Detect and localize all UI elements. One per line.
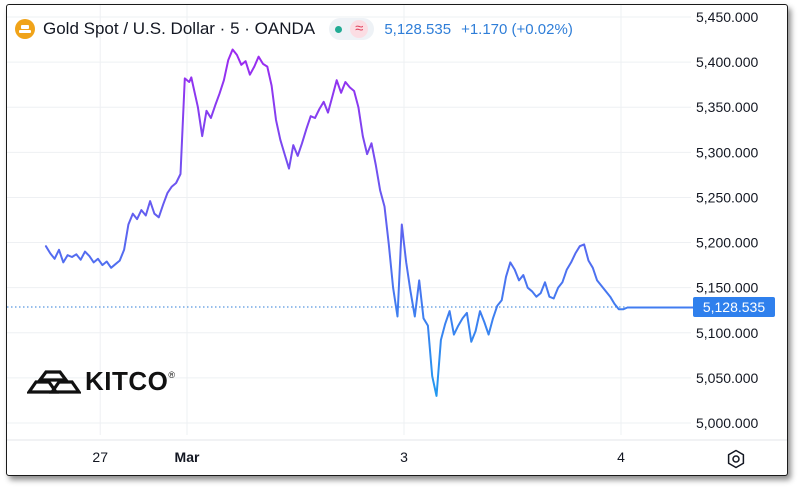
y-tick-label: 5,100.000 (696, 325, 758, 341)
header-price: 5,128.535 (384, 20, 452, 38)
gold-bar-coin-icon[interactable] (15, 19, 35, 39)
y-tick-label: 5,350.000 (696, 99, 758, 115)
y-tick-label: 5,150.000 (696, 280, 758, 296)
gold-bars-logo-icon (27, 370, 81, 394)
last-price-tag-label: 5,128.535 (703, 299, 765, 315)
grid (7, 5, 691, 435)
x-tick-label: Mar (175, 449, 200, 465)
gold-price-line (44, 48, 766, 397)
market-open-dot (335, 25, 343, 33)
series-layer (44, 48, 766, 397)
y-tick-label: 5,000.000 (696, 415, 758, 431)
y-tick-label: 5,200.000 (696, 235, 758, 251)
wave-icon[interactable]: ≈ (350, 20, 369, 38)
kitco-logo: KITCO ® (27, 365, 176, 396)
y-axis[interactable]: 5,000.000 5,050.000 5,100.000 5,150.000 5,20… (696, 9, 758, 431)
x-axis[interactable]: 27 Mar 3 4 (7, 439, 787, 465)
symbol-title[interactable]: Gold Spot / U.S. Dollar · 5 · OANDA (43, 19, 316, 38)
x-tick-label: 27 (92, 449, 108, 465)
x-tick-label: 4 (617, 449, 625, 465)
y-tick-label: 5,450.000 (696, 9, 758, 25)
y-tick-label: 5,300.000 (696, 144, 758, 160)
settings-gear-icon[interactable] (725, 448, 747, 470)
chart-frame: 5,000.000 5,050.000 5,100.000 5,150.000 5,20… (6, 4, 788, 476)
last-price-tag-bg (693, 297, 775, 318)
last-price-tag: 5,128.535 (693, 297, 775, 318)
header-change: +1.170 (+0.02%) (461, 20, 573, 38)
chart-header: Gold Spot / U.S. Dollar · 5 · OANDA ≈ 5,… (15, 16, 573, 42)
registered-mark: ® (168, 370, 176, 380)
price-chart[interactable]: 5,000.000 5,050.000 5,100.000 5,150.000 5,20… (7, 5, 787, 475)
y-tick-label: 5,250.000 (696, 189, 758, 205)
x-tick-label: 3 (400, 449, 408, 465)
logo-text: KITCO (85, 365, 169, 396)
status-pill[interactable]: ≈ (329, 18, 375, 40)
y-tick-label: 5,050.000 (696, 370, 758, 386)
y-tick-label: 5,400.000 (696, 54, 758, 70)
